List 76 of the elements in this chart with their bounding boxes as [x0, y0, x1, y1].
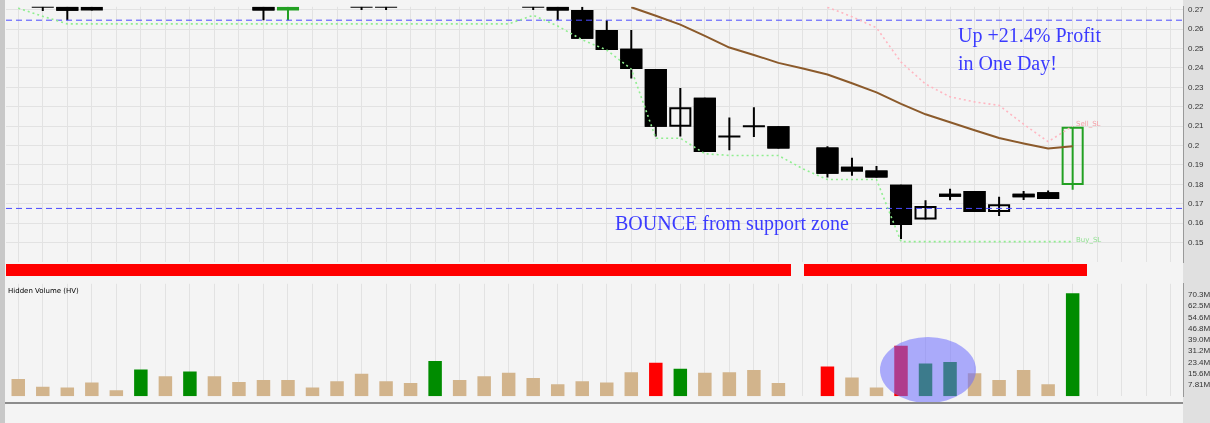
bar	[894, 345, 908, 397]
candlestick	[717, 116, 742, 152]
bar	[747, 370, 761, 397]
y-tick-label: 0.21	[1188, 121, 1205, 131]
bar	[183, 371, 197, 397]
y-tick-label: 0.19	[1188, 160, 1205, 170]
bar	[869, 387, 884, 397]
bar	[967, 373, 982, 397]
candlestick	[914, 199, 937, 221]
candlestick	[595, 19, 618, 51]
bar	[526, 378, 540, 397]
bar	[477, 376, 491, 397]
bar	[36, 386, 50, 397]
bar	[575, 381, 589, 397]
y-tick-label: 0.27	[1188, 4, 1205, 14]
bar	[330, 381, 344, 397]
y-tick-label: 0.2	[1188, 140, 1200, 150]
y-tick-label: 62.5M	[1188, 301, 1210, 311]
y-tick-label: 0.18	[1188, 179, 1205, 189]
bar	[698, 372, 712, 397]
bar	[452, 380, 467, 397]
y-tick-label: 0.22	[1188, 101, 1205, 111]
bar	[207, 376, 222, 397]
bar	[501, 372, 516, 397]
bar	[600, 382, 614, 397]
bar	[845, 377, 859, 397]
bar	[60, 387, 75, 397]
candlestick	[840, 156, 863, 177]
bar	[11, 379, 25, 397]
bar	[1065, 293, 1080, 397]
annotation: BOUNCE from support zone	[615, 212, 849, 235]
bar	[992, 380, 1006, 397]
bar	[256, 380, 271, 397]
y-tick-label: 23.4M	[1188, 357, 1210, 367]
annotation: Up +21.4% Profit in One Day!	[958, 24, 1102, 75]
bar	[232, 381, 246, 397]
bar	[918, 363, 933, 397]
y-tick-label: 0.17	[1188, 198, 1205, 208]
bar	[820, 366, 835, 397]
candlestick	[988, 195, 1011, 218]
bar	[158, 376, 173, 397]
y-tick-label: 0.15	[1188, 237, 1205, 247]
y-tick-label: 7.81M	[1188, 380, 1210, 390]
y-tick-label: 15.6M	[1188, 368, 1210, 378]
bar	[109, 390, 124, 397]
bar	[722, 372, 737, 397]
bar	[771, 382, 786, 397]
candlestick	[767, 125, 790, 150]
bar	[403, 382, 418, 397]
bar	[379, 381, 393, 397]
bar	[281, 380, 295, 397]
bar	[428, 361, 442, 397]
y-tick-label: 39.0M	[1188, 335, 1210, 345]
y-tick-label: 0.24	[1188, 63, 1205, 73]
bar	[354, 373, 369, 397]
y-tick-label: 0.16	[1188, 218, 1205, 228]
y-tick-label: 31.2M	[1188, 346, 1210, 356]
y-tick-label: 0.26	[1188, 24, 1205, 34]
bar	[134, 369, 148, 397]
bar	[624, 372, 639, 397]
bar	[649, 362, 663, 397]
y-tick-label: 70.3M	[1188, 290, 1210, 300]
bar	[85, 382, 99, 397]
bar	[673, 368, 688, 397]
candlestick	[741, 106, 766, 139]
bar	[1016, 370, 1031, 397]
y-tick-label: 54.6M	[1188, 312, 1210, 322]
y-tick-label: 0.23	[1188, 82, 1205, 92]
candlestick	[669, 87, 692, 138]
bar	[305, 387, 320, 397]
bar	[1041, 384, 1055, 397]
bar	[550, 384, 565, 397]
bar	[943, 362, 957, 397]
y-tick-label: 46.8M	[1188, 323, 1210, 333]
candlestick	[620, 28, 643, 80]
y-tick-label: 0.25	[1188, 43, 1205, 53]
